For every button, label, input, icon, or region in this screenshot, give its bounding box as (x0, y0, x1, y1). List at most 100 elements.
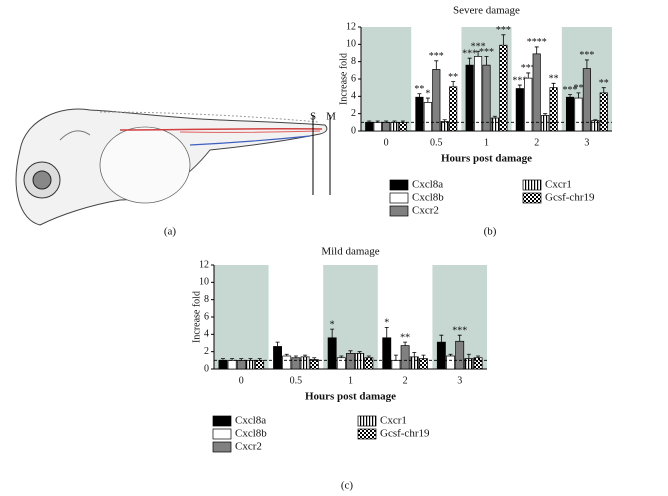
significance-label: *** (512, 75, 527, 86)
bar (582, 68, 591, 132)
error-bar (492, 115, 497, 118)
error-bar (576, 92, 581, 99)
bar (336, 357, 346, 370)
y-tick-label: 4 (351, 91, 356, 102)
y-tick-label: 2 (204, 346, 209, 357)
bar (499, 44, 508, 132)
significance-label: *** (462, 48, 477, 59)
bar (599, 92, 608, 132)
legend-swatch (389, 205, 409, 217)
error-bar (501, 34, 506, 46)
legend-label: Gcsf-chr19 (545, 192, 595, 204)
error-bar (534, 46, 539, 54)
legend-swatch (522, 179, 542, 191)
m-label: M (326, 111, 336, 123)
significance-label: **** (527, 37, 547, 48)
error-bar (551, 82, 556, 88)
bar (236, 359, 246, 370)
error-bar (543, 113, 548, 116)
y-tick-label: 6 (351, 73, 356, 84)
bar (415, 96, 424, 132)
error-bar (403, 341, 408, 346)
legend-swatch (389, 179, 409, 191)
bar (565, 96, 575, 132)
bar (482, 64, 491, 132)
x-tick-label: 3 (584, 137, 589, 148)
legend-swatch (357, 428, 377, 440)
y-axis-label: Increase fold (191, 291, 202, 343)
bar (449, 86, 458, 132)
bar (455, 340, 465, 370)
error-bar (220, 358, 225, 361)
significance-label: ** (414, 84, 424, 95)
legend-swatch (212, 428, 232, 440)
bar (227, 359, 237, 370)
y-tick-label: 0 (204, 363, 209, 374)
error-bar (275, 341, 280, 347)
error-bar (293, 355, 298, 358)
legend-swatch (357, 415, 377, 427)
bar (432, 69, 441, 132)
error-bar (384, 327, 389, 338)
error-bar (457, 334, 462, 342)
zebrafish-drawing: S M (15, 108, 336, 226)
error-bar (442, 119, 447, 122)
significance-label: * (330, 319, 335, 330)
bar (309, 359, 319, 370)
error-bar (367, 120, 372, 123)
legend-label: Cxcl8a (235, 415, 266, 427)
error-bar (303, 354, 308, 357)
legend-swatch (522, 192, 542, 204)
error-bar (584, 59, 589, 69)
error-bar (466, 353, 471, 359)
bar (282, 355, 292, 370)
error-bar (484, 56, 489, 66)
error-bar (601, 87, 606, 93)
bar (382, 337, 392, 370)
x-tick-label: 0 (384, 137, 389, 148)
bar (473, 56, 483, 132)
bar (398, 121, 408, 132)
s-label: S (310, 111, 316, 123)
error-bar (439, 334, 444, 343)
legend-label: Cxcl8b (412, 192, 444, 204)
error-bar (434, 60, 439, 70)
bar (273, 346, 282, 370)
shaded-band (361, 27, 412, 131)
y-tick-label: 8 (351, 56, 356, 67)
bar (291, 357, 301, 370)
legend-label: Cxcr2 (235, 441, 262, 453)
significance-label: *** (471, 42, 486, 53)
bar (300, 356, 310, 370)
bar (382, 121, 391, 132)
chart-title: Mild damage (321, 246, 379, 258)
significance-label: *** (429, 51, 444, 62)
y-tick-label: 10 (346, 39, 356, 50)
error-bar (593, 119, 598, 121)
error-bar (330, 328, 335, 338)
significance-label: ** (400, 332, 410, 343)
bar (365, 121, 374, 132)
error-bar (517, 84, 522, 89)
x-tick-label: 3 (457, 375, 462, 386)
y-axis-label: Increase fold (338, 53, 349, 105)
legend-swatch (212, 441, 232, 453)
y-tick-label: 4 (204, 329, 209, 340)
significance-label: ** (549, 74, 559, 85)
panel-label: (b) (484, 226, 497, 238)
legend-label: Cxcr1 (380, 415, 407, 427)
significance-label: *** (521, 63, 536, 74)
significance-label: * (384, 318, 389, 329)
bar (423, 102, 432, 132)
bar (400, 345, 410, 370)
error-bar (357, 351, 362, 354)
x-tick-label: 1 (484, 137, 489, 148)
bar (532, 53, 541, 132)
significance-label: * (425, 88, 430, 99)
bar (549, 87, 558, 132)
chart-title: Severe damage (453, 5, 520, 17)
legend-label: Cxcl8b (235, 428, 267, 440)
x-tick-label: 2 (403, 375, 408, 386)
bar (218, 359, 228, 370)
panel-label: (c) (341, 480, 354, 492)
